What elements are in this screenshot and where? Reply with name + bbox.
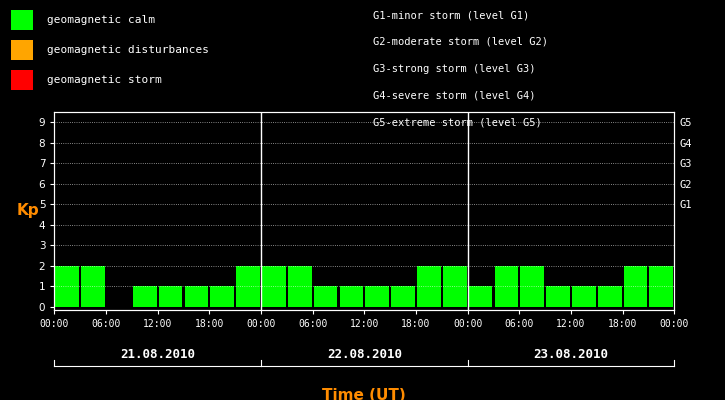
- Bar: [81, 266, 105, 307]
- Bar: [546, 286, 570, 307]
- Bar: [339, 286, 363, 307]
- Bar: [598, 286, 621, 307]
- Bar: [650, 266, 674, 307]
- Bar: [159, 286, 183, 307]
- Bar: [392, 286, 415, 307]
- Text: geomagnetic calm: geomagnetic calm: [47, 15, 155, 25]
- Text: geomagnetic disturbances: geomagnetic disturbances: [47, 45, 209, 55]
- Bar: [314, 286, 337, 307]
- Bar: [288, 266, 312, 307]
- Bar: [133, 286, 157, 307]
- Bar: [236, 266, 260, 307]
- Bar: [443, 266, 467, 307]
- Bar: [210, 286, 234, 307]
- Text: G5-extreme storm (level G5): G5-extreme storm (level G5): [373, 117, 542, 127]
- Bar: [572, 286, 596, 307]
- Text: 21.08.2010: 21.08.2010: [120, 348, 195, 361]
- Y-axis label: Kp: Kp: [16, 204, 39, 218]
- Bar: [262, 266, 286, 307]
- Bar: [365, 286, 389, 307]
- Bar: [468, 286, 492, 307]
- Text: G2-moderate storm (level G2): G2-moderate storm (level G2): [373, 37, 548, 47]
- Text: G4-severe storm (level G4): G4-severe storm (level G4): [373, 90, 536, 100]
- Bar: [624, 266, 647, 307]
- Bar: [185, 286, 208, 307]
- Bar: [494, 266, 518, 307]
- Text: G1-minor storm (level G1): G1-minor storm (level G1): [373, 10, 530, 20]
- Text: Time (UT): Time (UT): [323, 388, 406, 400]
- Text: G3-strong storm (level G3): G3-strong storm (level G3): [373, 64, 536, 74]
- Text: 23.08.2010: 23.08.2010: [534, 348, 608, 361]
- Bar: [417, 266, 441, 307]
- Text: 22.08.2010: 22.08.2010: [327, 348, 402, 361]
- Text: geomagnetic storm: geomagnetic storm: [47, 75, 162, 85]
- Bar: [521, 266, 544, 307]
- Bar: [55, 266, 79, 307]
